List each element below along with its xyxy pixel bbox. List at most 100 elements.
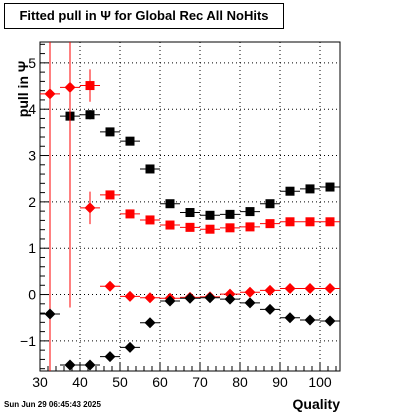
marker-square xyxy=(145,164,155,174)
marker-diamond xyxy=(124,290,136,302)
data-point xyxy=(120,136,140,146)
data-point xyxy=(260,303,280,315)
data-point xyxy=(200,210,220,220)
marker-square xyxy=(225,223,235,233)
marker-square xyxy=(245,222,255,232)
chart-title: Fitted pull in Ψ for Global Rec All NoHi… xyxy=(4,3,284,29)
x-tick-label: 90 xyxy=(272,374,288,390)
marker-diamond xyxy=(324,315,336,327)
data-point xyxy=(220,209,240,219)
marker-diamond xyxy=(84,202,96,214)
marker-diamond xyxy=(264,284,276,296)
x-tick-label: 70 xyxy=(192,374,208,390)
data-point xyxy=(260,284,280,296)
marker-square xyxy=(225,209,235,219)
data-point xyxy=(200,292,220,304)
data-point xyxy=(240,207,260,217)
data-point xyxy=(120,209,140,219)
marker-square xyxy=(285,217,295,227)
data-point xyxy=(320,315,340,327)
marker-diamond xyxy=(44,88,56,100)
data-point xyxy=(140,292,160,304)
marker-square xyxy=(325,182,335,192)
marker-square xyxy=(205,210,215,220)
marker-square xyxy=(145,215,155,225)
data-points xyxy=(40,42,340,371)
marker-square xyxy=(305,184,315,194)
marker-diamond xyxy=(244,286,256,298)
y-tick-label: 5 xyxy=(28,55,36,71)
data-point xyxy=(220,293,240,305)
x-tick-label: 80 xyxy=(232,374,248,390)
data-point xyxy=(300,283,320,295)
x-axis-label: Quality xyxy=(292,396,340,412)
y-tick-label: 0 xyxy=(28,287,36,303)
y-axis-label: pull in Ψ xyxy=(15,60,31,118)
marker-square xyxy=(105,127,115,137)
data-point xyxy=(280,217,300,227)
data-point xyxy=(180,222,200,232)
marker-diamond xyxy=(144,292,156,304)
marker-diamond xyxy=(304,283,316,295)
y-tick-label: 4 xyxy=(28,101,36,117)
marker-diamond xyxy=(324,283,336,295)
data-point xyxy=(240,222,260,232)
x-tick-label: 40 xyxy=(72,374,88,390)
marker-square xyxy=(205,224,215,234)
data-point xyxy=(240,297,260,309)
data-point xyxy=(60,359,80,371)
marker-diamond xyxy=(104,280,116,292)
data-point xyxy=(180,208,200,218)
timestamp: Sun Jun 29 06:45:43 2025 xyxy=(4,400,101,409)
marker-diamond xyxy=(144,317,156,329)
data-point xyxy=(220,223,240,233)
marker-square xyxy=(85,110,95,120)
y-tick-label: 1 xyxy=(28,240,36,256)
marker-diamond xyxy=(184,292,196,304)
data-point xyxy=(80,110,100,120)
y-tick-label: 2 xyxy=(28,194,36,210)
data-point xyxy=(200,224,220,234)
marker-diamond xyxy=(284,312,296,324)
data-point xyxy=(320,182,340,192)
marker-square xyxy=(185,208,195,218)
data-point xyxy=(300,314,320,326)
data-point xyxy=(100,351,120,363)
marker-diamond xyxy=(284,283,296,295)
x-tick-label: 60 xyxy=(152,374,168,390)
marker-square xyxy=(105,190,115,200)
data-point xyxy=(80,359,100,371)
marker-square xyxy=(125,136,135,146)
plot-frame xyxy=(39,41,341,372)
data-point xyxy=(80,69,100,102)
marker-square xyxy=(165,199,175,209)
data-point xyxy=(100,280,120,292)
data-point xyxy=(280,186,300,196)
data-point xyxy=(180,292,200,304)
marker-diamond xyxy=(64,359,76,371)
data-point xyxy=(160,295,180,307)
marker-square xyxy=(85,81,95,91)
marker-diamond xyxy=(304,314,316,326)
marker-diamond xyxy=(264,303,276,315)
data-point xyxy=(140,317,160,329)
marker-diamond xyxy=(164,295,176,307)
data-point xyxy=(120,290,140,302)
data-point xyxy=(140,215,160,225)
y-tick-label: −1 xyxy=(20,333,36,349)
data-point xyxy=(140,164,160,174)
marker-square xyxy=(325,217,335,227)
marker-square xyxy=(265,219,275,229)
marker-diamond xyxy=(224,293,236,305)
tick-labels: 30 40 50 60 70 80 90 100 −1 0 1 2 3 4 5 xyxy=(20,55,332,390)
marker-diamond xyxy=(64,81,76,93)
data-point xyxy=(300,217,320,227)
data-point xyxy=(80,191,100,225)
marker-diamond xyxy=(244,297,256,309)
data-point xyxy=(100,127,120,137)
data-point xyxy=(320,283,340,295)
data-point xyxy=(120,341,140,353)
marker-diamond xyxy=(204,292,216,304)
y-tick-label: 3 xyxy=(28,148,36,164)
